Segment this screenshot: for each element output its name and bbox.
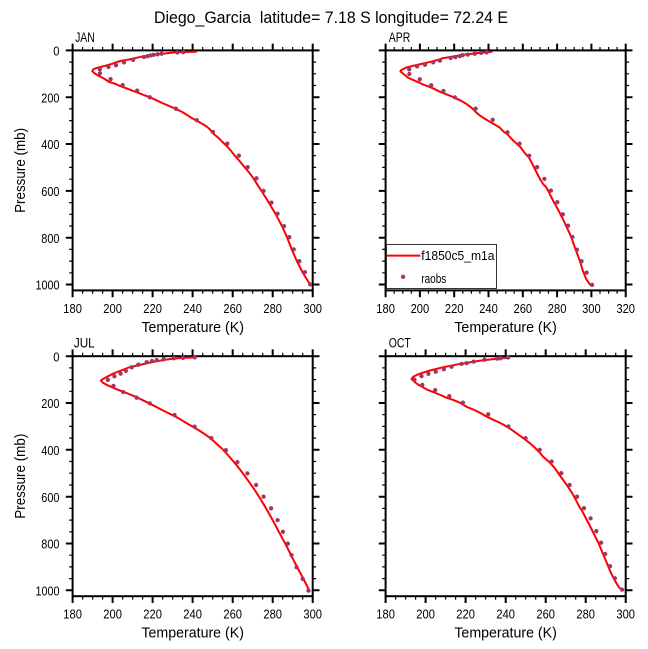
svg-text:400: 400	[41, 137, 59, 152]
svg-text:800: 800	[41, 231, 59, 246]
svg-text:240: 240	[183, 301, 202, 316]
svg-text:1000: 1000	[36, 278, 60, 293]
svg-text:200: 200	[103, 301, 122, 316]
svg-text:f1850c5_m1a: f1850c5_m1a	[421, 248, 495, 263]
svg-text:300: 300	[616, 607, 635, 622]
svg-text:260: 260	[223, 607, 242, 622]
svg-text:Temperature (K): Temperature (K)	[141, 625, 244, 642]
svg-text:200: 200	[103, 607, 122, 622]
svg-text:APR: APR	[389, 30, 411, 45]
svg-text:220: 220	[445, 301, 464, 316]
svg-text:260: 260	[223, 301, 242, 316]
svg-text:240: 240	[496, 607, 515, 622]
svg-text:200: 200	[416, 607, 435, 622]
svg-text:200: 200	[41, 90, 59, 105]
svg-text:280: 280	[576, 607, 595, 622]
svg-text:JUL: JUL	[74, 336, 95, 351]
svg-text:280: 280	[263, 301, 282, 316]
svg-text:200: 200	[411, 301, 430, 316]
svg-text:400: 400	[41, 443, 59, 458]
svg-text:Temperature (K): Temperature (K)	[141, 319, 244, 336]
svg-text:0: 0	[53, 44, 59, 59]
svg-text:280: 280	[548, 301, 567, 316]
svg-text:Temperature (K): Temperature (K)	[454, 625, 557, 642]
svg-text:220: 220	[456, 607, 475, 622]
svg-text:240: 240	[183, 607, 202, 622]
svg-text:240: 240	[479, 301, 498, 316]
svg-text:180: 180	[63, 301, 82, 316]
svg-text:200: 200	[41, 396, 59, 411]
svg-text:220: 220	[143, 607, 162, 622]
svg-text:260: 260	[514, 301, 533, 316]
svg-text:180: 180	[376, 607, 395, 622]
svg-text:Diego_Garcia latitude= 7.18 S: Diego_Garcia latitude= 7.18 S longitude=…	[154, 8, 508, 27]
svg-text:300: 300	[303, 301, 322, 316]
svg-text:220: 220	[143, 301, 162, 316]
svg-text:180: 180	[63, 607, 82, 622]
svg-text:1000: 1000	[36, 584, 60, 599]
svg-text:320: 320	[616, 301, 635, 316]
svg-text:300: 300	[582, 301, 601, 316]
svg-text:800: 800	[41, 537, 59, 552]
svg-text:0: 0	[53, 349, 59, 364]
svg-text:OCT: OCT	[389, 336, 411, 351]
svg-text:JAN: JAN	[75, 30, 95, 45]
svg-text:300: 300	[303, 607, 322, 622]
svg-text:600: 600	[41, 184, 59, 199]
svg-text:Pressure (mb): Pressure (mb)	[12, 434, 29, 519]
svg-text:180: 180	[376, 301, 395, 316]
svg-text:260: 260	[536, 607, 555, 622]
svg-text:280: 280	[263, 607, 282, 622]
svg-text:raobs: raobs	[421, 271, 446, 286]
svg-text:600: 600	[41, 490, 59, 505]
svg-text:Pressure (mb): Pressure (mb)	[12, 128, 29, 213]
svg-text:Temperature (K): Temperature (K)	[454, 319, 557, 336]
